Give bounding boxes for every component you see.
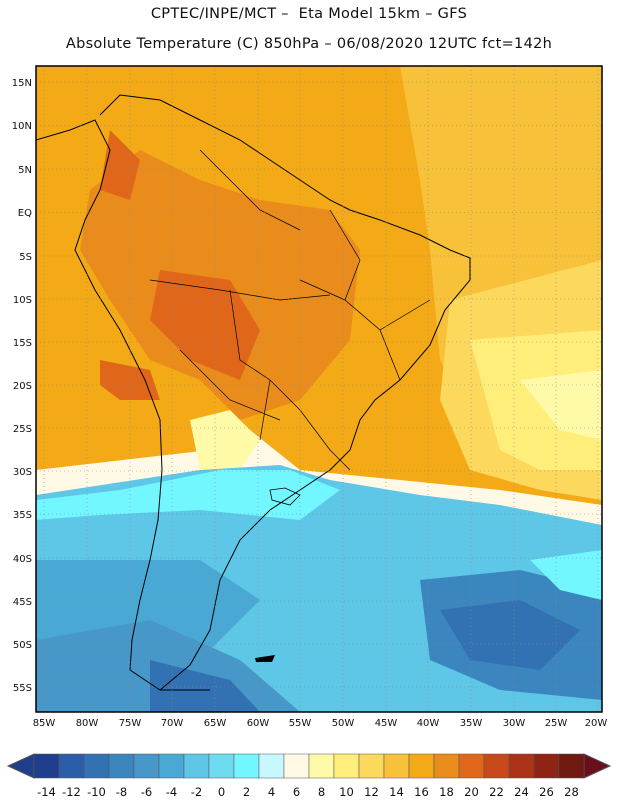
lon-label: 20W xyxy=(585,718,608,729)
lon-label: 55W xyxy=(289,718,312,729)
lat-label: 55S xyxy=(13,683,32,694)
lon-label: 50W xyxy=(332,718,355,729)
colorbar-swatch xyxy=(258,753,285,779)
colorbar-label: 12 xyxy=(364,785,379,799)
colorbar-swatch xyxy=(233,753,260,779)
colorbar-label: 22 xyxy=(489,785,504,799)
lat-label: 30S xyxy=(13,467,32,478)
colorbar-label: 10 xyxy=(339,785,354,799)
colorbar-swatch xyxy=(283,753,310,779)
colorbar-label: 0 xyxy=(218,785,225,799)
lat-label: 10S xyxy=(13,295,32,306)
colorbar-swatch xyxy=(58,753,85,779)
colorbar-swatch xyxy=(408,753,435,779)
colorbar-label: 28 xyxy=(564,785,579,799)
lat-label: 25S xyxy=(13,424,32,435)
colorbar-label: 2 xyxy=(243,785,250,799)
colorbar-label: -2 xyxy=(191,785,202,799)
lat-label: 35S xyxy=(13,510,32,521)
colorbar-label: -8 xyxy=(116,785,127,799)
colorbar-label: -6 xyxy=(141,785,152,799)
lat-label: 5N xyxy=(18,165,32,176)
chart-title-line2: Absolute Temperature (C) 850hPa – 06/08/… xyxy=(65,36,553,52)
colorbar: -14 -12 -10 -8 -6 -4 -2 0 2 4 6 8 10 12 14 16 18 20 22 24 26… xyxy=(6,753,612,799)
lon-label: 45W xyxy=(375,718,398,729)
colorbar-swatch xyxy=(483,753,510,779)
colorbar-swatch xyxy=(108,753,135,779)
colorbar-label: 8 xyxy=(318,785,325,799)
colorbar-label: 14 xyxy=(389,785,404,799)
lat-label: 15S xyxy=(13,338,32,349)
colorbar-label: -12 xyxy=(62,785,81,799)
lat-label: 20S xyxy=(13,381,32,392)
lon-label: 40W xyxy=(417,718,440,729)
chart-title-line1: CPTEC/INPE/MCT – Eta Model 15km – GFS xyxy=(150,6,468,22)
lat-label: 40S xyxy=(13,554,32,565)
colorbar-label: -14 xyxy=(37,785,56,799)
colorbar-arrow-low xyxy=(6,753,35,779)
colorbar-swatch xyxy=(33,753,60,779)
colorbar-swatch xyxy=(308,753,335,779)
colorbar-swatch xyxy=(83,753,110,779)
lon-label: 80W xyxy=(76,718,99,729)
lon-label: 30W xyxy=(503,718,526,729)
colorbar-swatch xyxy=(183,753,210,779)
colorbar-label: 18 xyxy=(439,785,454,799)
colorbar-swatch xyxy=(533,753,560,779)
lon-label: 65W xyxy=(204,718,227,729)
plot-frame xyxy=(35,65,603,713)
colorbar-swatch xyxy=(433,753,460,779)
colorbar-swatch xyxy=(458,753,485,779)
colorbar-swatch xyxy=(358,753,385,779)
colorbar-label: 6 xyxy=(293,785,300,799)
latitude-axis: 15N 10N 5N EQ 5S 10S 15S 20S 25S 30S 35S… xyxy=(12,78,32,694)
colorbar-swatch xyxy=(558,753,585,779)
lon-label: 25W xyxy=(545,718,568,729)
lat-label: 15N xyxy=(12,78,32,89)
lon-label: 75W xyxy=(119,718,142,729)
colorbar-label: 16 xyxy=(414,785,429,799)
colorbar-label: 4 xyxy=(268,785,275,799)
lat-label: 45S xyxy=(13,597,32,608)
lat-label: EQ xyxy=(18,208,32,219)
colorbar-label: -4 xyxy=(166,785,177,799)
colorbar-swatch xyxy=(208,753,235,779)
lat-label: 10N xyxy=(12,121,32,132)
colorbar-swatch xyxy=(158,753,185,779)
temperature-field xyxy=(36,66,602,712)
colorbar-swatch xyxy=(133,753,160,779)
colorbar-swatch xyxy=(383,753,410,779)
lon-label: 60W xyxy=(247,718,270,729)
lat-label: 50S xyxy=(13,640,32,651)
longitude-axis: 85W 80W 75W 70W 65W 60W 55W 50W 45W 40W … xyxy=(33,718,608,729)
colorbar-label: 24 xyxy=(514,785,529,799)
colorbar-label: 26 xyxy=(539,785,554,799)
lon-label: 70W xyxy=(161,718,184,729)
colorbar-label: -10 xyxy=(87,785,106,799)
colorbar-label: 20 xyxy=(464,785,479,799)
colorbar-swatch xyxy=(508,753,535,779)
colorbar-arrow-high xyxy=(583,753,612,779)
lat-label: 5S xyxy=(19,252,32,263)
lon-label: 85W xyxy=(33,718,56,729)
colorbar-swatch xyxy=(333,753,360,779)
lon-label: 35W xyxy=(460,718,483,729)
